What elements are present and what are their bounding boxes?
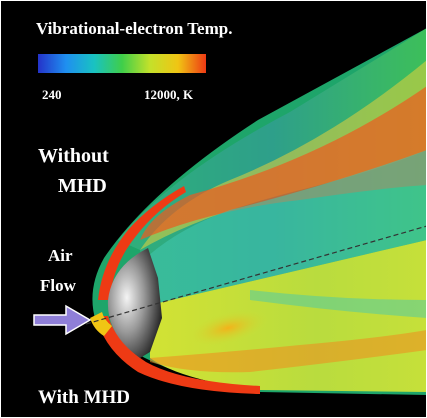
blunt-body: [107, 248, 162, 358]
with-mhd-label: With MHD: [38, 387, 131, 408]
upper-red-band: [140, 86, 427, 240]
without-mhd-label-line2: MHD: [58, 175, 107, 197]
lower-shock-layer: [96, 316, 260, 394]
scale-min-label: 240: [42, 87, 62, 102]
color-scale-gradient: [38, 54, 206, 73]
air-flow-label-line1: Air: [48, 246, 73, 265]
lower-cyan-streak: [250, 290, 427, 318]
without-mhd-label-line1: Without: [38, 145, 109, 167]
air-flow-label-line2: Flow: [40, 276, 76, 295]
legend-title: Vibrational-electron Temp.: [36, 19, 233, 38]
lower-hot-spot: [187, 309, 269, 347]
lower-orange-streak: [150, 330, 427, 373]
upper-shock-layer: [98, 186, 186, 300]
color-scale-bar: [38, 54, 206, 73]
flow-arrow-icon: [33, 304, 92, 336]
upper-cyan-wake: [148, 150, 427, 305]
scale-max-label: 12000, K: [144, 87, 194, 102]
stagnation-hotspot: [90, 312, 112, 336]
symmetry-line: [85, 225, 427, 325]
